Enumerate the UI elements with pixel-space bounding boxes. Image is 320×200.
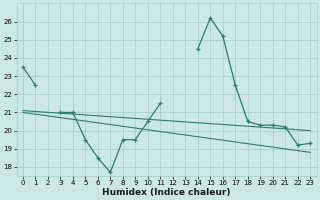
X-axis label: Humidex (Indice chaleur): Humidex (Indice chaleur) — [102, 188, 231, 197]
